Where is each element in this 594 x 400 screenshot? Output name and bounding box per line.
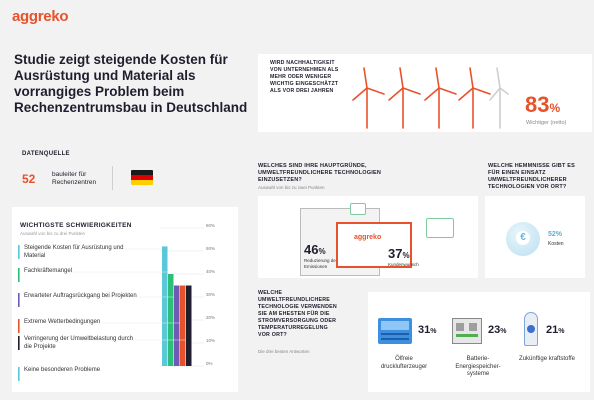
difficulty-bar (168, 274, 174, 366)
obstacles-percent: 52% (548, 231, 562, 238)
difficulty-marker (18, 268, 20, 282)
difficulties-card (12, 207, 238, 392)
percent-sign: % (430, 328, 437, 335)
divider (112, 166, 113, 190)
compressor-icon (378, 318, 412, 344)
tick-label: 60% (206, 223, 216, 228)
difficulty-label-4: Extreme Wetterbedingungen (24, 319, 101, 325)
hydrogen-tank-icon (524, 312, 538, 346)
tick-label: 20% (206, 315, 216, 320)
tick-label: 40% (206, 269, 216, 274)
difficulty-label-1: Steigende Kosten für Ausrüstung und Mate… (24, 245, 124, 259)
tech-3-value: 21 (546, 324, 559, 336)
reason-1-percent: 46% (304, 242, 326, 257)
sustainability-percent: 83% (525, 92, 560, 118)
datasource-text: bauleiter für Rechenzentren (52, 171, 97, 186)
reason-2-percent: 37% (388, 246, 410, 261)
percent-sign: % (402, 251, 410, 260)
co2-icon (350, 203, 366, 215)
sustainability-label: Wichtiger (netto) (526, 120, 567, 126)
aggreko-logo: aggreko (12, 8, 69, 25)
reason-1-label: Reduzierung der Kohlendioxid-Emissionen (304, 258, 366, 269)
card-logo: aggreko (354, 234, 382, 241)
tech-1-label: Ölfreie drucklufterzeuger (380, 356, 428, 370)
obstacles-question: WELCHE HEMMNISSE GIBT ES FÜR EINEN EINSA… (488, 163, 575, 190)
percent-sign: % (558, 328, 565, 335)
sustainability-question: WIRD NACHHALTIGKEIT VON UNTERNEHMEN ALS … (270, 60, 339, 94)
tick-label: 0% (206, 361, 213, 366)
percent-sign: % (500, 328, 507, 335)
datasource-label: DATENQUELLE (22, 151, 70, 157)
reason-2-label: Kundenwunsch (388, 262, 419, 267)
battery-storage-icon (452, 318, 482, 344)
reason-2-value: 37 (388, 246, 403, 261)
difficulty-bar (180, 285, 186, 366)
obstacles-value: 52 (548, 231, 556, 238)
tech-3-percent: 21% (546, 324, 564, 336)
difficulty-label-5: Verringerung der Umweltbelastung durch d… (24, 336, 134, 350)
tick-label: 30% (206, 292, 216, 297)
tech-3-label: Zukünftige kraftstoffe (519, 356, 575, 362)
percent-sign: % (318, 247, 326, 256)
difficulty-marker (18, 319, 20, 333)
wind-turbines-illustration (352, 67, 509, 129)
page-title: Studie zeigt steigende Kosten für Ausrüs… (14, 52, 248, 115)
percent-sign: % (555, 231, 563, 238)
technology-subtitle: Die drei besten Antworten (258, 349, 310, 354)
customer-panel (336, 222, 412, 268)
tick-label: 10% (206, 338, 216, 343)
obstacles-label: Kosten (548, 241, 564, 247)
difficulty-bar (162, 246, 168, 366)
tech-1-value: 31 (418, 324, 431, 336)
tech-2-value: 23 (488, 324, 501, 336)
reason-1-value: 46 (304, 242, 319, 257)
difficulties-title: WICHTIGSTE SCHWIERIGKEITEN (20, 222, 132, 229)
germany-flag (131, 170, 153, 185)
reasons-question: WELCHES SIND IHRE HAUPTGRÜNDE, UMWELTFRE… (258, 163, 382, 183)
difficulty-bar (186, 285, 192, 366)
difficulty-marker (18, 336, 20, 350)
reasons-subtitle: Auswahl von bis zu zwei Punkten (258, 185, 325, 190)
tech-2-label: Batterie-Energiespeicher-systeme (455, 356, 501, 377)
difficulty-label-2: Fachkräftemangel (24, 268, 73, 274)
datasource-count: 52 (22, 172, 36, 186)
person-document-icon (426, 218, 454, 238)
technology-question: WELCHE UMWELTFREUNDLICHERE TECHNOLOGIE V… (258, 290, 337, 338)
difficulties-subtitle: Auswahl von bis zu drei Punkten (20, 231, 86, 236)
difficulty-label-6: Keine besonderen Probleme (24, 367, 101, 373)
difficulty-marker (18, 293, 20, 307)
euro-icon: € (506, 222, 540, 256)
sustainability-value: 83 (525, 92, 550, 117)
tick-label: 50% (206, 246, 216, 251)
tech-2-percent: 23% (488, 324, 506, 336)
tech-1-percent: 31% (418, 324, 436, 336)
sustainability-card (258, 54, 592, 132)
percent-sign: % (549, 101, 561, 115)
difficulty-bar (174, 285, 180, 366)
difficulty-marker (18, 245, 20, 259)
difficulty-label-3: Erwarteter Auftragsrückgang bei Projekte… (24, 293, 137, 299)
difficulty-marker (18, 367, 20, 381)
